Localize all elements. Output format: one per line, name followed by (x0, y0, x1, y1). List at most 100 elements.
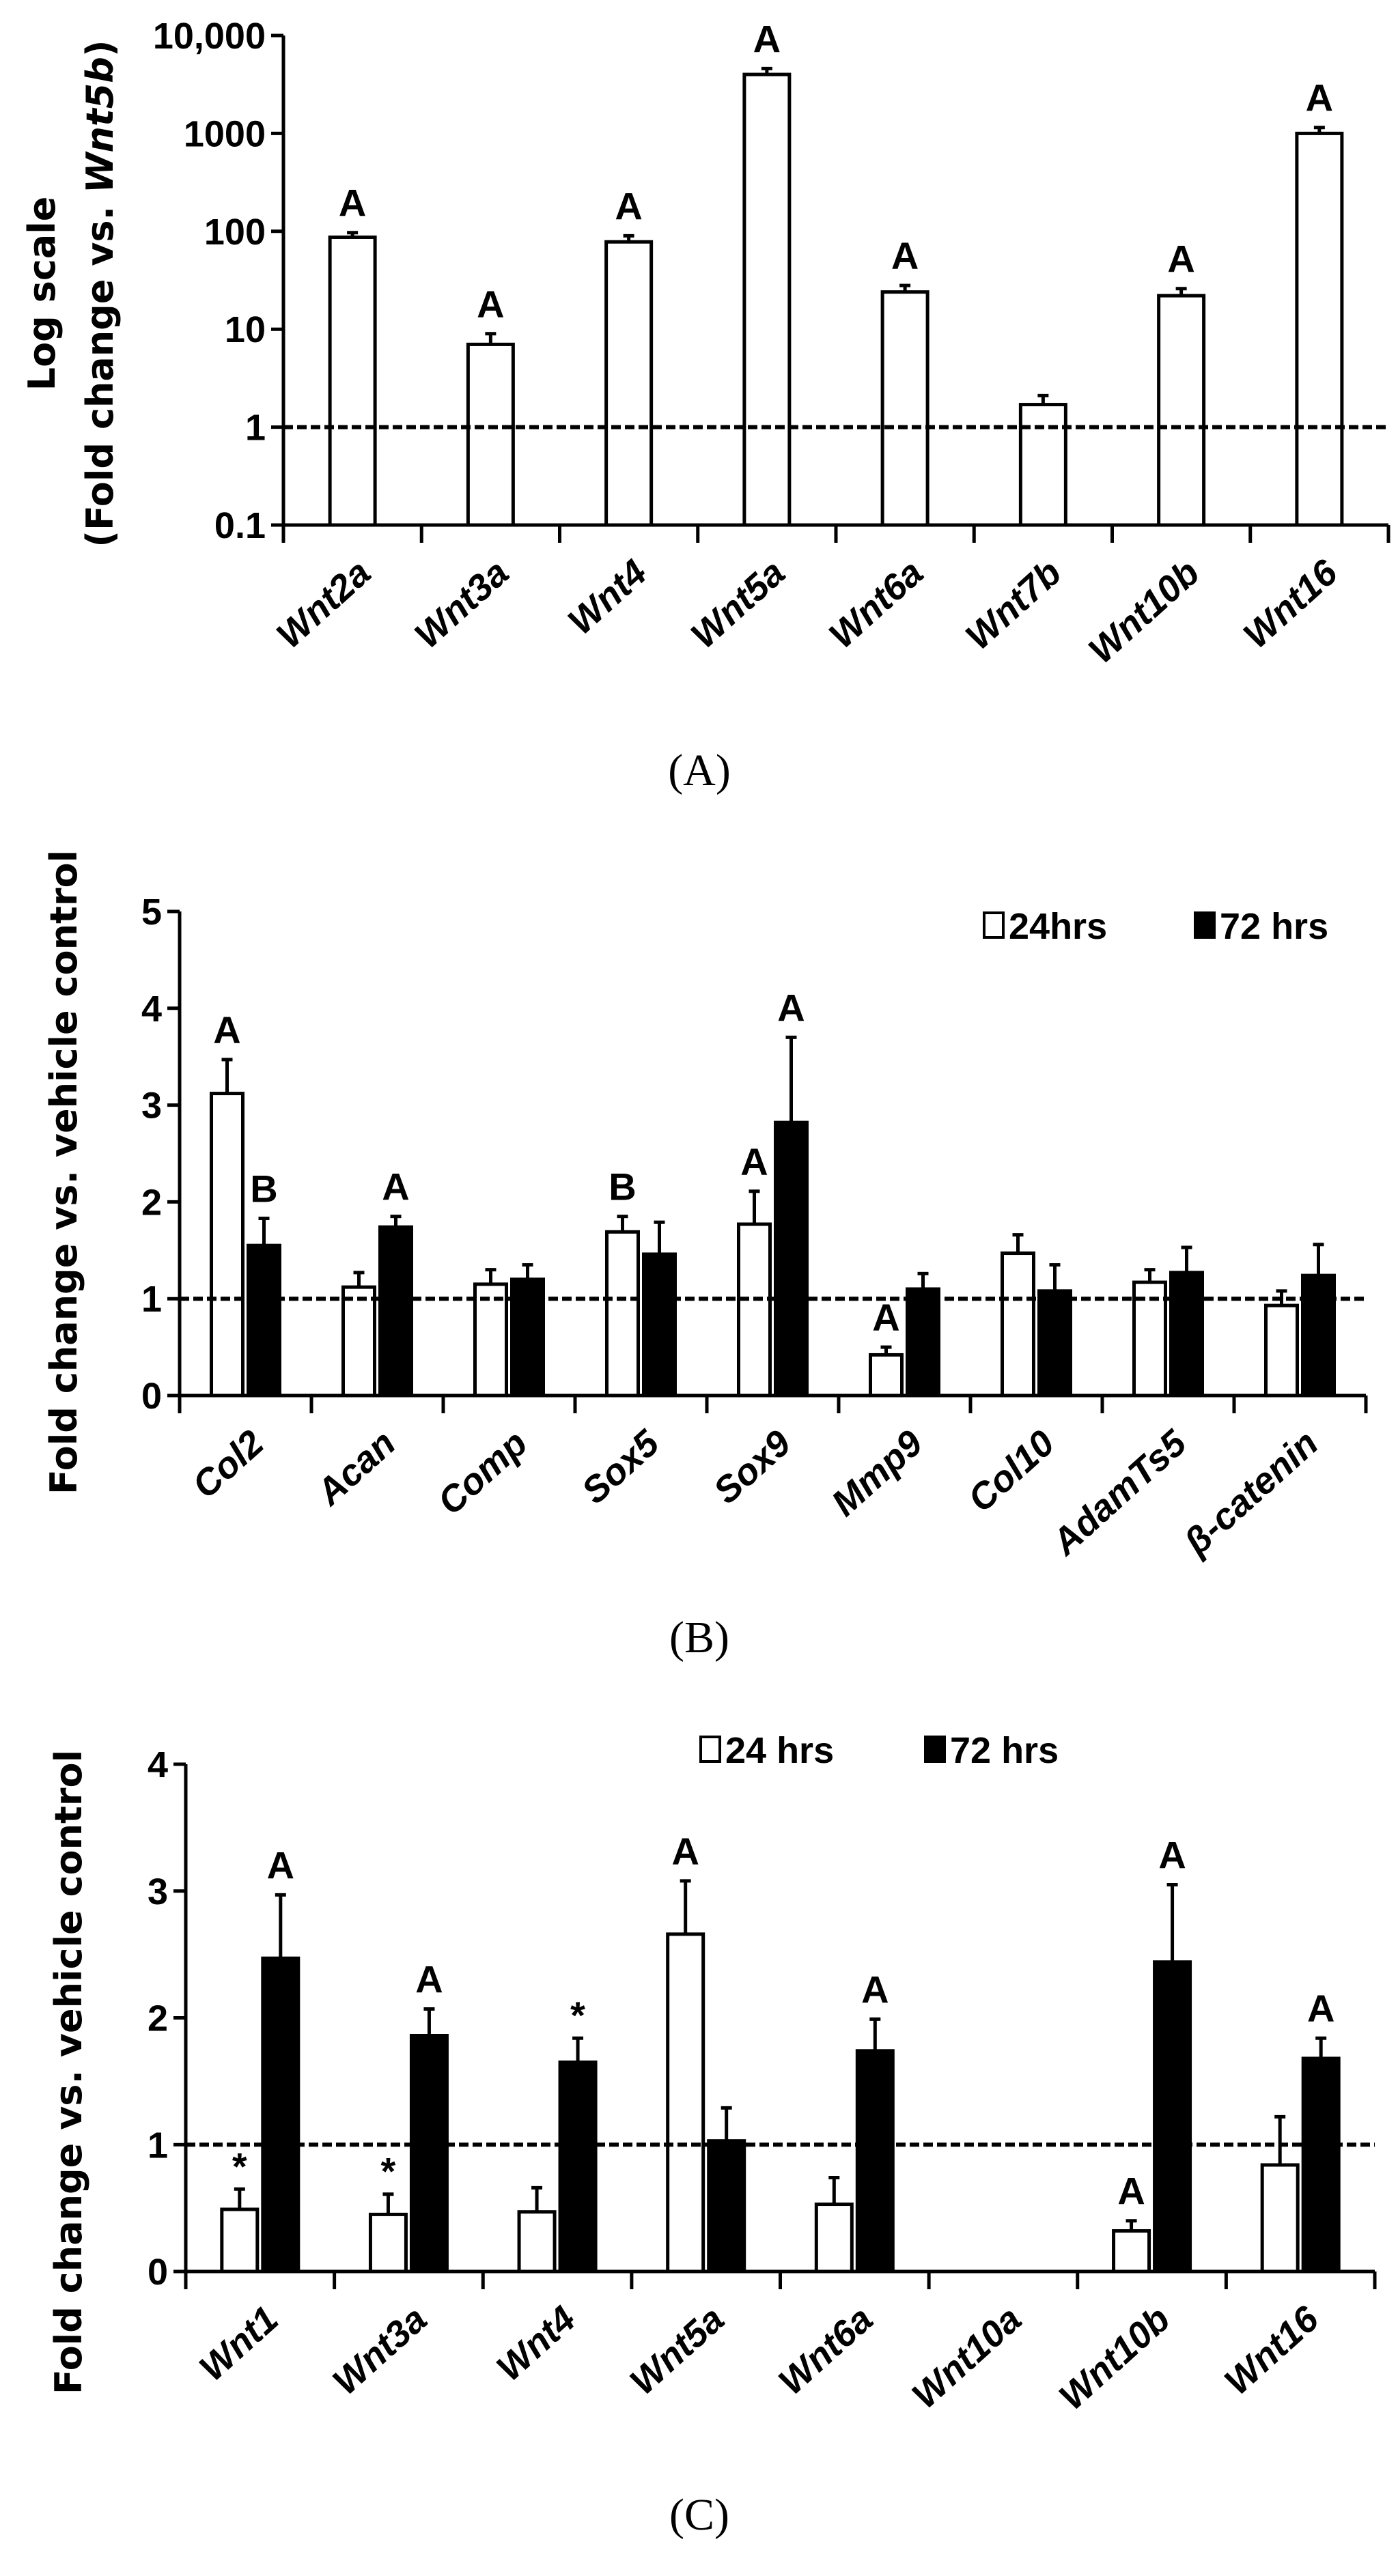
y-tick-label: 3 (148, 1871, 168, 1912)
bar-adamts5-s2 (1169, 1271, 1204, 1398)
bar-acan-s2 (378, 1225, 413, 1398)
bar-sox5-s2 (642, 1252, 677, 1398)
legend: 24hrs 72 hrs (983, 906, 1328, 947)
panel-caption: (A) (668, 746, 731, 795)
bar-wnt16-s2 (1301, 2056, 1341, 2274)
y-axis-title-line1: Log scale (20, 197, 64, 391)
bar-wnt5a-s1 (742, 72, 792, 527)
x-tick-label: Wnt5a (622, 2298, 732, 2403)
bar-wnt2a-s1 (328, 235, 377, 527)
bar-wnt3a-s1 (368, 2212, 408, 2274)
x-tick-label: Wnt6a (771, 2298, 881, 2403)
bar-wnt16-s1 (1260, 2163, 1300, 2274)
significance-label: A (1306, 76, 1333, 119)
legend-swatch (924, 1736, 946, 1763)
bar-wnt6a-s2 (855, 2049, 895, 2274)
x-tick-label: Wnt7b (958, 552, 1070, 657)
bar-mmp9-s1 (869, 1353, 904, 1398)
x-tick-label: Wnt3a (407, 552, 517, 656)
bar-adamts5-s1 (1132, 1280, 1167, 1398)
significance-label: A (872, 1296, 899, 1339)
y-axis-title-prefix: (Fold change vs. (79, 193, 122, 548)
significance-label: A (415, 1957, 443, 2000)
significance-label: A (1117, 2170, 1145, 2213)
x-tick-label: Wnt2a (269, 552, 379, 656)
significance-label: A (671, 1830, 699, 1873)
y-axis-title-gene: Wnt5b (79, 57, 122, 193)
bar-sox9-s1 (737, 1222, 772, 1398)
x-tick-label: Wnt4 (489, 2298, 583, 2389)
bar-mmp9-s2 (906, 1287, 940, 1398)
bar-wnt3a-s1 (466, 342, 515, 527)
bar-wnt6a-s1 (880, 290, 929, 527)
y-tick-label: 10,000 (153, 16, 266, 57)
bar-wnt7b-s1 (1018, 403, 1067, 527)
bar-col10-s1 (1001, 1251, 1035, 1398)
y-tick-label: 1 (148, 2125, 168, 2166)
significance-label: A (1158, 1833, 1186, 1876)
significance-label: A (267, 1843, 294, 1886)
significance-label: A (777, 986, 805, 1029)
bar-wnt4-s1 (604, 240, 654, 527)
bar-col2-s1 (210, 1092, 244, 1398)
chart-panel-a: 0.1 1 10 100 1000 10,000 A Wnt2a A Wnt3a A Wnt4 A Wnt… (20, 16, 1390, 795)
significance-label: A (861, 1968, 889, 2011)
significance-label: A (891, 234, 919, 277)
significance-label: A (615, 184, 642, 227)
bar-sox5-s1 (605, 1230, 640, 1398)
significance-label: A (740, 1140, 768, 1183)
y-tick-label: 4 (148, 1744, 168, 1785)
y-tick-label: 4 (141, 989, 162, 1030)
legend-label: 72 hrs (950, 1730, 1059, 1771)
significance-label: * (232, 2145, 247, 2188)
significance-label: A (382, 1165, 409, 1208)
significance-label: A (339, 182, 366, 225)
x-tick-label: Wnt10b (1081, 552, 1207, 671)
panel-caption: (B) (669, 1613, 729, 1662)
x-tick-label: Wnt16 (1217, 2298, 1327, 2403)
x-tick-label: Sox5 (574, 1422, 667, 1512)
bar-wnt5a-s1 (666, 1932, 705, 2274)
x-tick-label: Wnt10b (1052, 2298, 1178, 2418)
x-tick-label: Wnt5a (683, 552, 793, 656)
legend-swatch (699, 1736, 721, 1763)
y-tick-label: 2 (141, 1182, 162, 1223)
x-tick-label: β-catenin (1175, 1422, 1326, 1563)
bar-col10-s2 (1037, 1289, 1072, 1398)
x-tick-label: Wnt6a (822, 552, 932, 656)
y-tick-label: 1 (141, 1279, 162, 1320)
x-tick-label: Wnt1 (192, 2298, 286, 2389)
chart-panel-b: 0 1 2 3 4 5 A B Col2 A Acan Comp B Sox5 A A Sox9 A Mmp9 Col… (42, 850, 1368, 1662)
x-tick-label: Wnt4 (560, 552, 654, 642)
bar-sox9-s2 (774, 1120, 809, 1398)
legend: 24 hrs 72 hrs (699, 1730, 1059, 1771)
legend-swatch (1194, 911, 1216, 939)
significance-label: B (250, 1167, 277, 1211)
significance-label: A (1307, 1987, 1334, 2030)
bar-wnt4-s2 (558, 2061, 598, 2274)
bar-wnt4-s1 (517, 2210, 557, 2274)
y-tick-label: 100 (204, 212, 266, 253)
bar-wnt1-s1 (220, 2207, 260, 2274)
bar-wnt16-s1 (1295, 131, 1344, 527)
legend-label: 72 hrs (1220, 906, 1328, 947)
y-tick-label: 1000 (184, 113, 266, 154)
x-tick-label: Acan (308, 1422, 404, 1514)
legend-label: 24 hrs (725, 1730, 834, 1771)
x-tick-label: Sox9 (705, 1422, 798, 1512)
y-tick-label: 10 (225, 309, 266, 350)
y-tick-label: 0.1 (214, 505, 266, 546)
panel-caption: (C) (669, 2490, 729, 2540)
y-tick-label: 3 (141, 1086, 162, 1127)
bar-wnt1-s2 (261, 1956, 300, 2274)
legend-swatch (983, 911, 1005, 939)
y-tick-label: 2 (148, 1998, 168, 2039)
x-tick-label: Mmp9 (824, 1422, 930, 1524)
legend-label: 24hrs (1009, 906, 1107, 947)
y-tick-label: 0 (148, 2252, 168, 2293)
bar-wnt10b-s2 (1153, 1960, 1192, 2274)
x-tick-label: Comp (430, 1422, 535, 1523)
y-tick-label: 5 (141, 892, 162, 933)
